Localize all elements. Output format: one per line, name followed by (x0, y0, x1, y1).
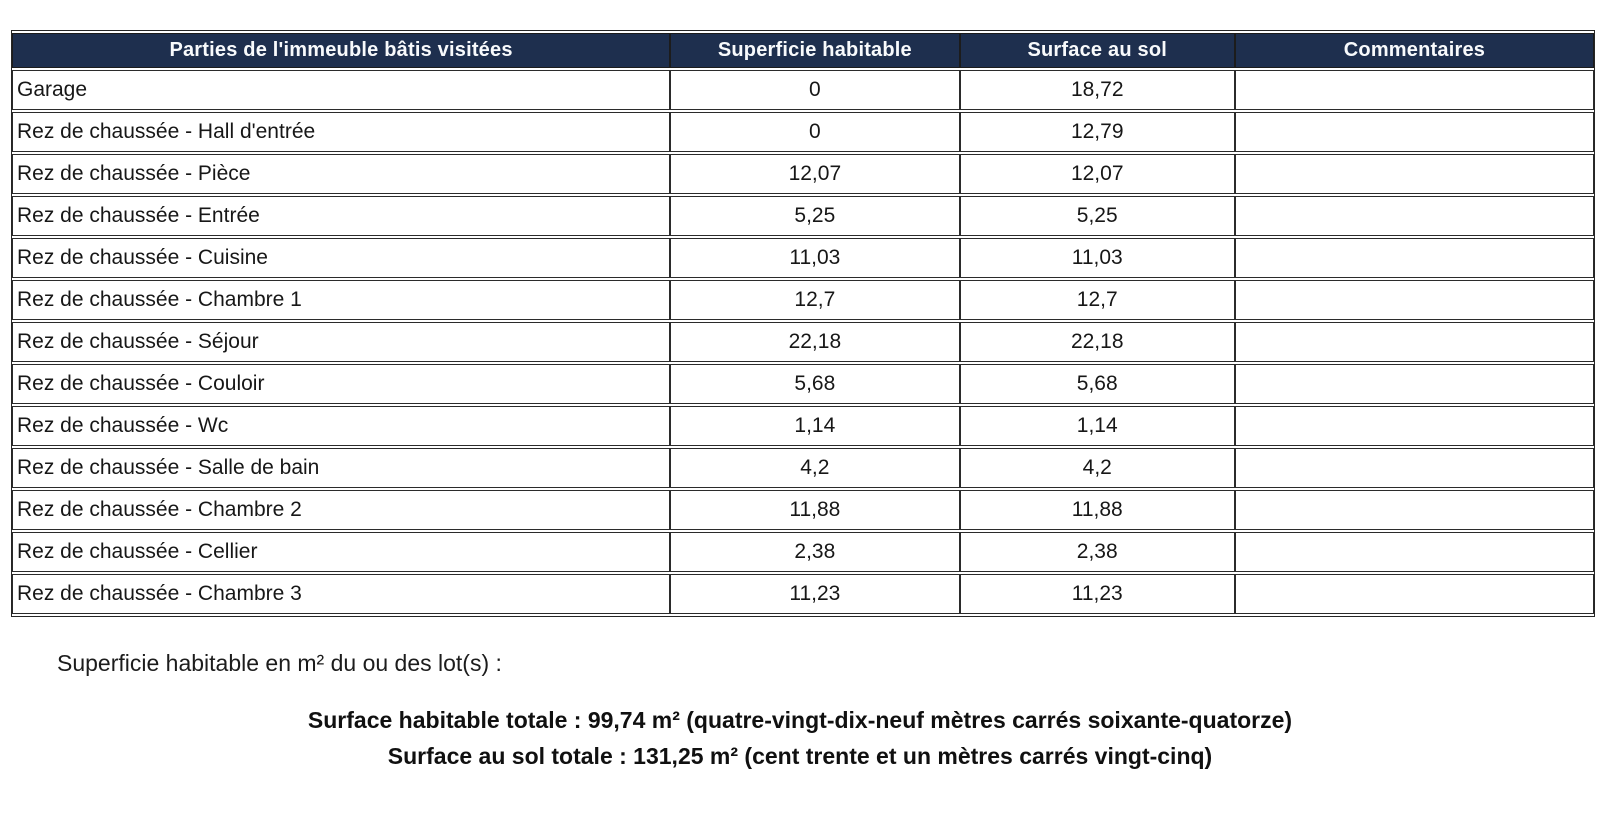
cell-partie: Rez de chaussée - Chambre 2 (12, 490, 671, 530)
cell-partie: Rez de chaussée - Couloir (12, 364, 671, 404)
table-row: Rez de chaussée - Chambre 2 11,88 11,88 (12, 490, 1594, 530)
cell-commentaire (1234, 532, 1594, 572)
cell-commentaire (1234, 364, 1594, 404)
cell-surface: 12,07 (959, 154, 1235, 194)
cell-commentaire (1234, 280, 1594, 320)
habitable-note: Superficie habitable en m² du ou des lot… (57, 650, 502, 676)
cell-superficie: 12,7 (670, 280, 960, 320)
cell-superficie: 11,03 (670, 238, 960, 278)
cell-surface: 5,68 (959, 364, 1235, 404)
total-sol-line: Surface au sol totale : 131,25 m² (cent … (387, 743, 1213, 769)
table-row: Rez de chaussée - Cuisine 11,03 11,03 (12, 238, 1594, 278)
cell-surface: 12,79 (959, 112, 1235, 152)
header-surface-sol: Surface au sol (959, 33, 1235, 68)
cell-superficie: 0 (670, 70, 960, 110)
cell-commentaire (1234, 70, 1594, 110)
cell-superficie: 22,18 (670, 322, 960, 362)
total-habitable-line: Surface habitable totale : 99,74 m² (qua… (307, 707, 1293, 733)
cell-superficie: 11,23 (670, 574, 960, 614)
cell-surface: 12,7 (959, 280, 1235, 320)
cell-surface: 2,38 (959, 532, 1235, 572)
cell-superficie: 11,88 (670, 490, 960, 530)
cell-superficie: 5,68 (670, 364, 960, 404)
cell-surface: 22,18 (959, 322, 1235, 362)
cell-commentaire (1234, 574, 1594, 614)
header-parties: Parties de l'immeuble bâtis visitées (12, 33, 671, 68)
header-commentaires: Commentaires (1234, 33, 1594, 68)
cell-partie: Rez de chaussée - Hall d'entrée (12, 112, 671, 152)
cell-superficie: 5,25 (670, 196, 960, 236)
cell-commentaire (1234, 448, 1594, 488)
table-row: Rez de chaussée - Wc 1,14 1,14 (12, 406, 1594, 446)
cell-partie: Rez de chaussée - Cellier (12, 532, 671, 572)
cell-commentaire (1234, 154, 1594, 194)
cell-partie: Garage (12, 70, 671, 110)
cell-commentaire (1234, 490, 1594, 530)
table-header-row: Parties de l'immeuble bâtis visitées Sup… (12, 33, 1594, 68)
cell-superficie: 2,38 (670, 532, 960, 572)
cell-commentaire (1234, 112, 1594, 152)
cell-partie: Rez de chaussée - Séjour (12, 322, 671, 362)
table-row: Rez de chaussée - Séjour 22,18 22,18 (12, 322, 1594, 362)
surface-table-container: Parties de l'immeuble bâtis visitées Sup… (11, 30, 1595, 617)
table-row: Rez de chaussée - Pièce 12,07 12,07 (12, 154, 1594, 194)
cell-commentaire (1234, 238, 1594, 278)
cell-partie: Rez de chaussée - Chambre 3 (12, 574, 671, 614)
cell-commentaire (1234, 406, 1594, 446)
header-superficie: Superficie habitable (670, 33, 960, 68)
table-row: Rez de chaussée - Salle de bain 4,2 4,2 (12, 448, 1594, 488)
table-row: Rez de chaussée - Chambre 1 12,7 12,7 (12, 280, 1594, 320)
cell-partie: Rez de chaussée - Chambre 1 (12, 280, 671, 320)
cell-superficie: 4,2 (670, 448, 960, 488)
cell-partie: Rez de chaussée - Cuisine (12, 238, 671, 278)
table-row: Rez de chaussée - Entrée 5,25 5,25 (12, 196, 1594, 236)
table-row: Garage 0 18,72 (12, 70, 1594, 110)
cell-partie: Rez de chaussée - Wc (12, 406, 671, 446)
cell-surface: 4,2 (959, 448, 1235, 488)
table-row: Rez de chaussée - Hall d'entrée 0 12,79 (12, 112, 1594, 152)
surface-table: Parties de l'immeuble bâtis visitées Sup… (12, 31, 1594, 616)
table-row: Rez de chaussée - Chambre 3 11,23 11,23 (12, 574, 1594, 614)
cell-commentaire (1234, 322, 1594, 362)
cell-superficie: 0 (670, 112, 960, 152)
cell-surface: 11,03 (959, 238, 1235, 278)
cell-superficie: 12,07 (670, 154, 960, 194)
cell-partie: Rez de chaussée - Salle de bain (12, 448, 671, 488)
cell-commentaire (1234, 196, 1594, 236)
cell-partie: Rez de chaussée - Pièce (12, 154, 671, 194)
cell-partie: Rez de chaussée - Entrée (12, 196, 671, 236)
cell-surface: 18,72 (959, 70, 1235, 110)
cell-surface: 11,23 (959, 574, 1235, 614)
cell-surface: 5,25 (959, 196, 1235, 236)
cell-superficie: 1,14 (670, 406, 960, 446)
cell-surface: 1,14 (959, 406, 1235, 446)
totals-block: Surface habitable totale : 99,74 m² (qua… (0, 702, 1600, 774)
table-row: Rez de chaussée - Couloir 5,68 5,68 (12, 364, 1594, 404)
table-row: Rez de chaussée - Cellier 2,38 2,38 (12, 532, 1594, 572)
cell-surface: 11,88 (959, 490, 1235, 530)
